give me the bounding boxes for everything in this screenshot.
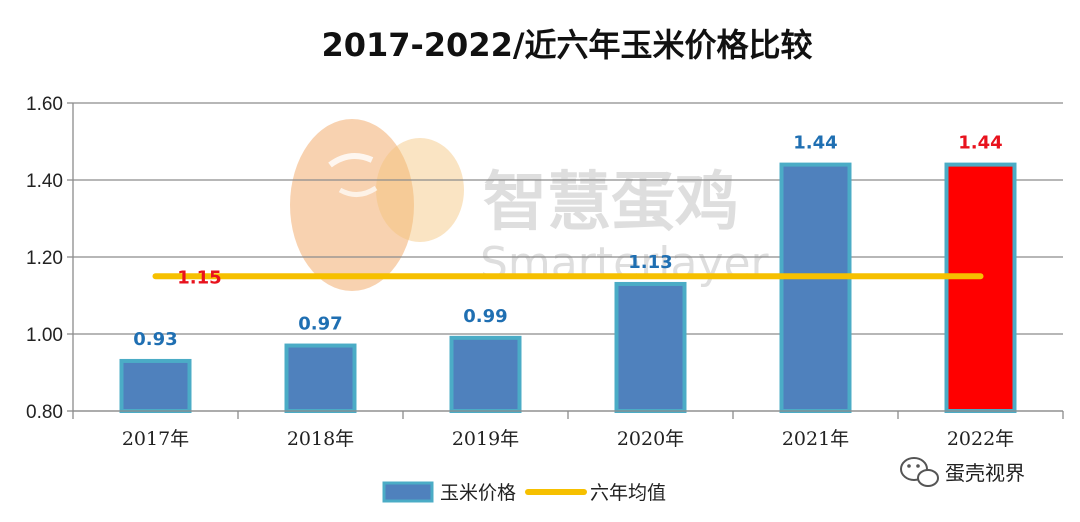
watermark-chinese-text: 智慧蛋鸡 (483, 166, 739, 240)
y-axis-ticks: 0.80 1.00 1.20 1.40 1.60 (26, 94, 63, 423)
source-badge-text: 蛋壳视界 (945, 461, 1025, 485)
x-axis-categories: 2017年 2018年 2019年 2020年 2021年 2022年 (72, 410, 1064, 450)
y-tick-label: 1.60 (26, 94, 63, 115)
y-tick-label: 0.80 (26, 402, 63, 423)
x-tick-label: 2020年 (617, 428, 684, 450)
legend-bar-swatch (382, 481, 434, 503)
x-tick-label: 2021年 (782, 428, 849, 450)
bar-2021年 (779, 162, 852, 413)
bar-2019年 (449, 335, 522, 414)
y-tick-label: 1.20 (26, 248, 63, 269)
gridlines (67, 102, 1063, 412)
watermark: 智慧蛋鸡 Smarterlayer (290, 119, 770, 291)
x-tick-label: 2018年 (287, 428, 354, 450)
chart-title: 2017-2022/近六年玉米价格比较 (321, 26, 812, 64)
x-tick-label: 2019年 (452, 428, 519, 450)
bar-2018年 (284, 343, 357, 413)
bar-data-label: 0.97 (298, 314, 342, 335)
average-line-label: 1.15 (177, 267, 221, 288)
legend: 玉米价格 六年均值 (382, 481, 666, 504)
bar-2020年 (614, 281, 687, 414)
source-badge: 蛋壳视界 (900, 457, 1025, 487)
legend-line-label: 六年均值 (590, 482, 666, 504)
bar-2017年 (119, 358, 192, 414)
legend-bar-label: 玉米价格 (440, 482, 516, 504)
x-tick-label: 2017年 (122, 428, 189, 450)
average-line-series: 1.15 (152, 267, 984, 288)
bar-data-label: 1.44 (958, 133, 1002, 154)
bar-data-label: 1.13 (628, 252, 672, 273)
chick-logo-icon (290, 119, 464, 291)
y-tick-label: 1.40 (26, 171, 63, 192)
bar-2022年 (944, 162, 1017, 413)
watermark-english-text: Smarterlayer (480, 238, 770, 289)
bar-data-label: 0.99 (463, 306, 507, 327)
bar-data-label: 1.44 (793, 133, 837, 154)
x-tick-label: 2022年 (947, 428, 1014, 450)
wechat-icon (900, 457, 939, 487)
y-tick-label: 1.00 (26, 325, 63, 346)
bar-data-label: 0.93 (133, 329, 177, 350)
